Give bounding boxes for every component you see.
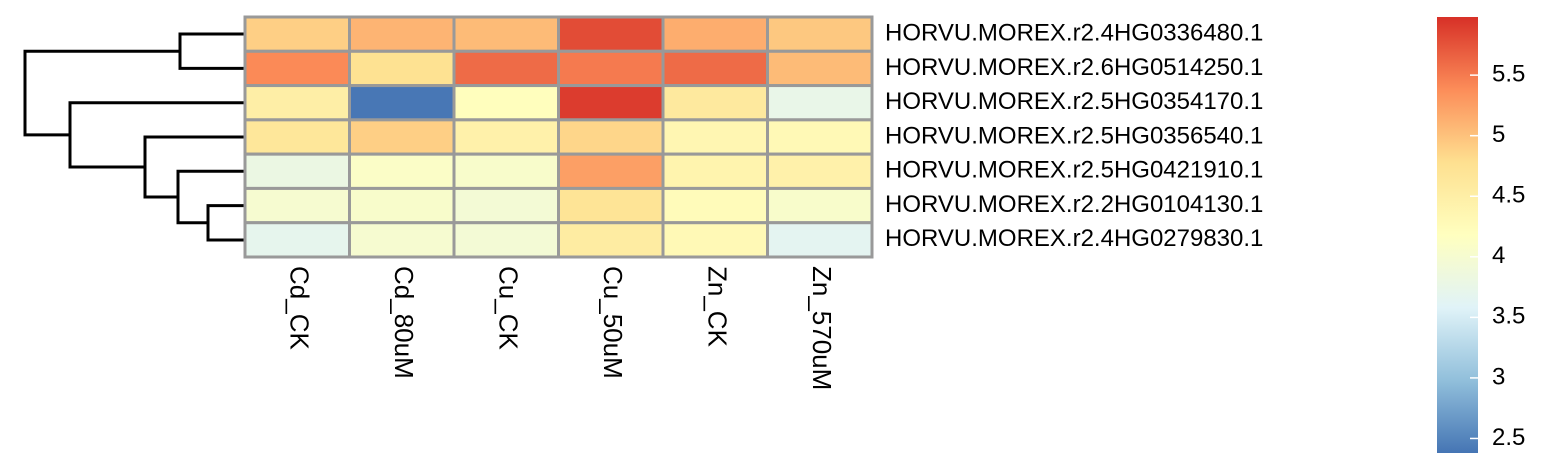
heatmap-cell bbox=[452, 186, 560, 225]
heatmap-cell bbox=[557, 15, 665, 53]
heatmap-cell bbox=[243, 152, 351, 190]
colorbar-tick-label: 5 bbox=[1492, 121, 1505, 148]
heatmap-cell bbox=[452, 84, 560, 122]
colorbar-tick-label: 4.5 bbox=[1492, 182, 1525, 209]
heatmap-cell bbox=[766, 15, 874, 53]
heatmap-cell bbox=[661, 152, 769, 190]
heatmap-cell bbox=[766, 84, 874, 122]
row-label: HORVU.MOREX.r2.6HG0514250.1 bbox=[885, 54, 1263, 81]
heatmap-cell bbox=[348, 15, 456, 53]
heatmap-cell bbox=[243, 118, 351, 156]
heatmap-cell bbox=[557, 152, 665, 190]
row-label: HORVU.MOREX.r2.4HG0336480.1 bbox=[885, 19, 1263, 46]
heatmap-cell bbox=[661, 186, 769, 225]
colorbar-tick-label: 5.5 bbox=[1492, 60, 1525, 87]
row-label: HORVU.MOREX.r2.2HG0104130.1 bbox=[885, 191, 1263, 218]
heatmap-cell bbox=[661, 84, 769, 122]
colorbar-tick-label: 3.5 bbox=[1492, 303, 1525, 330]
heatmap-cell bbox=[557, 84, 665, 122]
heatmap-cell bbox=[243, 15, 351, 53]
colorbar-tick-label: 2.5 bbox=[1492, 424, 1525, 451]
row-label: HORVU.MOREX.r2.5HG0421910.1 bbox=[885, 157, 1263, 184]
heatmap-cell bbox=[557, 118, 665, 156]
column-label: Cu_CK bbox=[493, 266, 523, 350]
heatmap-cell bbox=[452, 118, 560, 156]
heatmap-cell bbox=[348, 49, 456, 88]
heatmap-cell bbox=[557, 49, 665, 88]
heatmap-cell bbox=[661, 221, 769, 259]
heatmap-cell bbox=[348, 84, 456, 122]
dendrogram bbox=[23, 32, 245, 242]
heatmap-cell bbox=[348, 118, 456, 156]
row-label: HORVU.MOREX.r2.4HG0279830.1 bbox=[885, 225, 1263, 252]
heatmap-cell bbox=[661, 49, 769, 88]
heatmap-cell bbox=[661, 15, 769, 53]
colorbar-tick-label: 3 bbox=[1492, 363, 1505, 390]
column-label: Zn_570uM bbox=[807, 266, 837, 390]
heatmap-cell bbox=[243, 84, 351, 122]
heatmap-cell bbox=[766, 221, 874, 259]
heatmap-cell bbox=[766, 49, 874, 88]
row-label: HORVU.MOREX.r2.5HG0356540.1 bbox=[885, 122, 1263, 149]
heatmap-cell bbox=[348, 221, 456, 259]
heatmap-cell bbox=[452, 15, 560, 53]
heatmap-cell bbox=[348, 152, 456, 190]
heatmap-cell bbox=[452, 221, 560, 259]
heatmap-cell bbox=[766, 152, 874, 190]
heatmap-cell bbox=[766, 186, 874, 225]
heatmap-cell bbox=[348, 186, 456, 225]
colorbar-tick-label: 4 bbox=[1492, 242, 1505, 269]
colorbar bbox=[1437, 17, 1478, 453]
heatmap-cell bbox=[243, 186, 351, 225]
heatmap-cell bbox=[452, 152, 560, 190]
column-label: Cd_CK bbox=[284, 266, 314, 350]
heatmap-cell bbox=[243, 49, 351, 88]
heatmap-cell bbox=[766, 118, 874, 156]
row-label: HORVU.MOREX.r2.5HG0354170.1 bbox=[885, 88, 1263, 115]
heatmap-cell bbox=[557, 186, 665, 225]
heatmap-cell bbox=[452, 49, 560, 88]
column-label: Zn_CK bbox=[702, 266, 732, 348]
heatmap-cell bbox=[661, 118, 769, 156]
heatmap-cell bbox=[243, 221, 351, 259]
heatmap-cell bbox=[557, 221, 665, 259]
column-label: Cd_80uM bbox=[389, 266, 419, 379]
column-label: Cu_50uM bbox=[598, 266, 628, 379]
